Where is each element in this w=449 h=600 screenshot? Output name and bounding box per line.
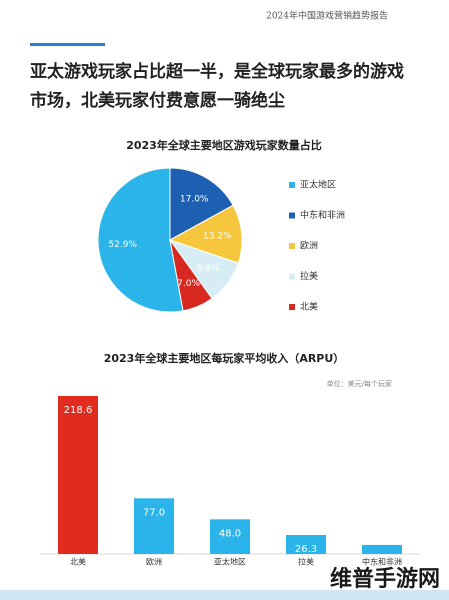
legend-label: 拉美 — [300, 270, 318, 282]
accent-line — [30, 43, 105, 46]
legend-label: 欧洲 — [300, 240, 318, 252]
legend-swatch — [289, 243, 295, 249]
report-header: 2024年中国游戏营销趋势报告 — [266, 10, 388, 22]
slice-label: 52.9% — [108, 240, 137, 250]
bar-label: 48.0 — [219, 528, 241, 539]
chart-subtitle: 单位：美元/每个玩家 — [327, 379, 392, 388]
legend-label: 北美 — [300, 301, 318, 313]
legend-swatch — [289, 182, 295, 188]
slice-label: 7.0% — [177, 279, 200, 289]
footer-band — [0, 590, 449, 600]
slice-label: 9.9% — [197, 264, 220, 274]
legend-swatch — [289, 304, 295, 310]
chart-title: 2023年全球主要地区游戏玩家数量占比 — [126, 138, 322, 152]
x-tick-label: 北美 — [70, 557, 86, 567]
headline: 亚太游戏玩家占比超一半，是全球玩家最多的游戏 — [30, 61, 404, 82]
bar-label: 12.6 — [371, 554, 393, 565]
x-tick-label: 亚太地区 — [214, 557, 246, 567]
slice-label: 17.0% — [180, 195, 209, 205]
pie-slice — [97, 167, 184, 313]
legend-label: 中东和非洲 — [300, 209, 345, 221]
legend-swatch — [289, 273, 295, 280]
bar — [362, 544, 402, 554]
chart-title: 2023年全球主要地区每玩家平均收入（ARPU） — [104, 351, 345, 365]
legend-swatch — [289, 212, 295, 219]
legend-label: 亚太地区 — [300, 179, 336, 191]
bar-label: 218.6 — [64, 405, 93, 416]
x-tick-label: 欧洲 — [146, 557, 162, 567]
pie-slice — [168, 204, 243, 264]
slice-label: 13.2% — [203, 231, 232, 241]
bar-label: 77.0 — [143, 507, 165, 518]
pie-slice — [169, 167, 234, 241]
pie-slice — [169, 239, 213, 312]
bar — [286, 534, 326, 554]
bar — [58, 396, 98, 554]
bar — [134, 498, 174, 554]
x-tick-label: 中东和非洲 — [362, 557, 402, 567]
headline: 市场，北美玩家付费意愿一骑绝尘 — [30, 90, 285, 111]
watermark: 维普手游网 — [330, 566, 440, 592]
bar — [210, 519, 250, 554]
x-tick-label: 拉美 — [298, 557, 314, 567]
bar-label: 26.3 — [295, 544, 317, 555]
